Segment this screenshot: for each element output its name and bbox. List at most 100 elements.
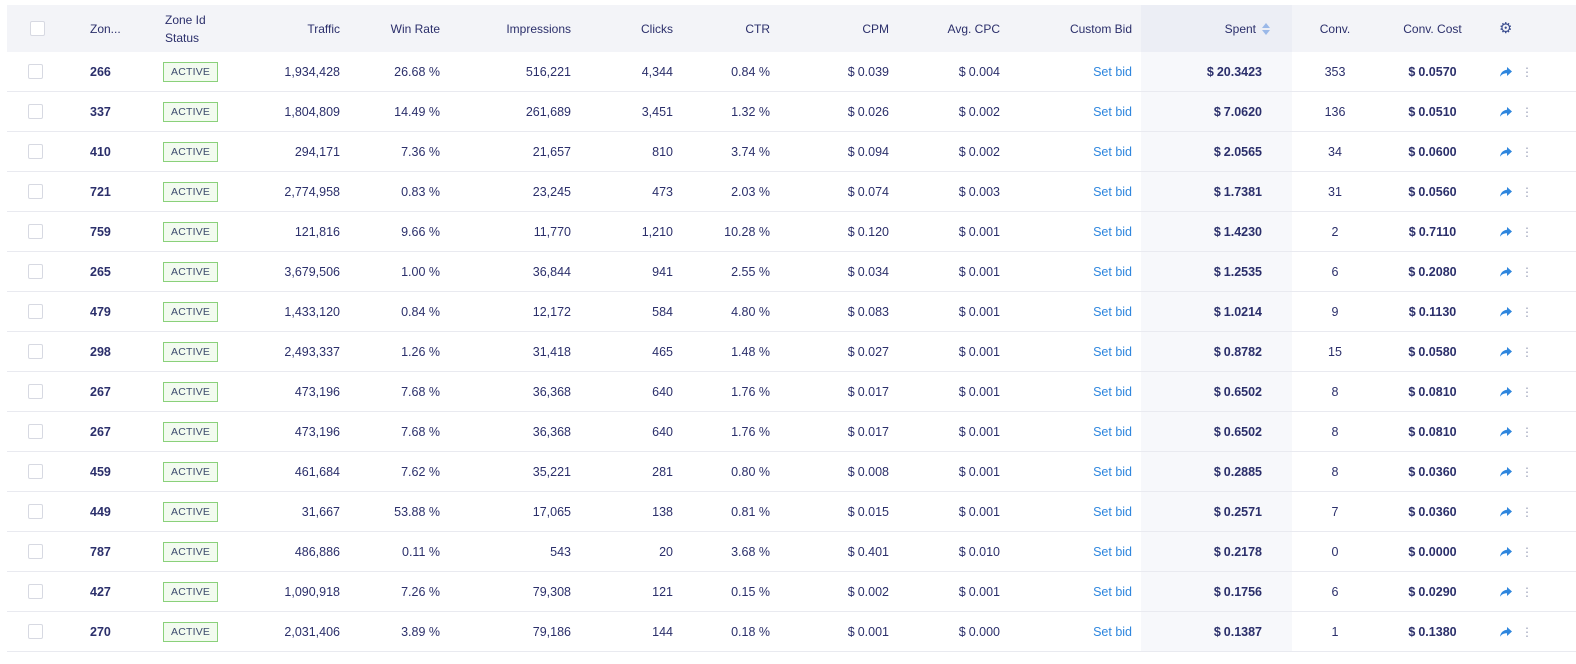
more-options-icon[interactable]: ⋮ — [1521, 504, 1533, 519]
more-options-icon[interactable]: ⋮ — [1521, 464, 1533, 479]
more-options-icon[interactable]: ⋮ — [1521, 304, 1533, 319]
zone-id[interactable]: 266 — [65, 52, 147, 92]
row-select-cell[interactable] — [7, 371, 65, 412]
row-checkbox[interactable] — [28, 624, 43, 640]
more-options-icon[interactable]: ⋮ — [1521, 344, 1533, 359]
header-traffic[interactable]: Traffic — [227, 5, 349, 52]
row-checkbox[interactable] — [28, 144, 43, 160]
set-bid-link[interactable]: Set bid — [1093, 544, 1132, 559]
row-checkbox[interactable] — [28, 504, 43, 520]
header-conv[interactable]: Conv. — [1292, 5, 1378, 52]
set-bid-link[interactable]: Set bid — [1093, 224, 1132, 239]
zone-id[interactable]: 759 — [65, 211, 147, 252]
row-select-cell[interactable] — [7, 251, 65, 292]
share-arrow-icon[interactable] — [1499, 186, 1513, 198]
header-select-all[interactable] — [7, 5, 65, 52]
header-conv-cost[interactable]: Conv. Cost — [1378, 5, 1487, 52]
row-checkbox[interactable] — [28, 344, 43, 360]
row-select-cell[interactable] — [7, 291, 65, 332]
share-arrow-icon[interactable] — [1499, 586, 1513, 598]
row-checkbox[interactable] — [28, 584, 43, 600]
zone-id[interactable]: 449 — [65, 491, 147, 532]
header-win-rate[interactable]: Win Rate — [349, 5, 449, 52]
set-bid-link[interactable]: Set bid — [1093, 144, 1132, 159]
share-arrow-icon[interactable] — [1499, 506, 1513, 518]
header-cpm[interactable]: CPM — [779, 5, 898, 52]
row-select-cell[interactable] — [7, 451, 65, 492]
more-options-icon[interactable]: ⋮ — [1521, 224, 1533, 239]
more-options-icon[interactable]: ⋮ — [1521, 584, 1533, 599]
set-bid-link[interactable]: Set bid — [1093, 304, 1132, 319]
row-select-cell[interactable] — [7, 531, 65, 572]
set-bid-link[interactable]: Set bid — [1093, 624, 1132, 639]
header-clicks[interactable]: Clicks — [580, 5, 682, 52]
set-bid-link[interactable]: Set bid — [1093, 504, 1132, 519]
zone-id[interactable]: 427 — [65, 571, 147, 612]
sort-icon[interactable] — [1262, 23, 1270, 36]
row-checkbox[interactable] — [28, 224, 43, 240]
share-arrow-icon[interactable] — [1499, 66, 1513, 78]
set-bid-link[interactable]: Set bid — [1093, 384, 1132, 399]
row-select-cell[interactable] — [7, 171, 65, 212]
set-bid-link[interactable]: Set bid — [1093, 64, 1132, 79]
share-arrow-icon[interactable] — [1499, 426, 1513, 438]
row-checkbox[interactable] — [28, 104, 43, 120]
zone-id[interactable]: 787 — [65, 531, 147, 572]
header-ctr[interactable]: CTR — [682, 5, 779, 52]
set-bid-link[interactable]: Set bid — [1093, 424, 1132, 439]
zone-id[interactable]: 298 — [65, 331, 147, 372]
share-arrow-icon[interactable] — [1499, 106, 1513, 118]
share-arrow-icon[interactable] — [1499, 626, 1513, 638]
header-settings[interactable]: ⚙ — [1487, 5, 1576, 52]
row-checkbox[interactable] — [28, 544, 43, 560]
share-arrow-icon[interactable] — [1499, 146, 1513, 158]
row-checkbox[interactable] — [28, 424, 43, 440]
zone-id[interactable]: 459 — [65, 451, 147, 492]
set-bid-link[interactable]: Set bid — [1093, 464, 1132, 479]
share-arrow-icon[interactable] — [1499, 266, 1513, 278]
share-arrow-icon[interactable] — [1499, 386, 1513, 398]
zone-id[interactable]: 337 — [65, 91, 147, 132]
row-checkbox[interactable] — [28, 264, 43, 280]
zone-id[interactable]: 721 — [65, 171, 147, 212]
share-arrow-icon[interactable] — [1499, 466, 1513, 478]
row-select-cell[interactable] — [7, 491, 65, 532]
row-select-cell[interactable] — [7, 571, 65, 612]
more-options-icon[interactable]: ⋮ — [1521, 104, 1533, 119]
more-options-icon[interactable]: ⋮ — [1521, 384, 1533, 399]
more-options-icon[interactable]: ⋮ — [1521, 544, 1533, 559]
set-bid-link[interactable]: Set bid — [1093, 104, 1132, 119]
share-arrow-icon[interactable] — [1499, 306, 1513, 318]
more-options-icon[interactable]: ⋮ — [1521, 264, 1533, 279]
header-avg-cpc[interactable]: Avg. CPC — [898, 5, 1009, 52]
header-spent[interactable]: Spent — [1141, 5, 1292, 52]
more-options-icon[interactable]: ⋮ — [1521, 144, 1533, 159]
zone-id[interactable]: 270 — [65, 611, 147, 652]
row-select-cell[interactable] — [7, 211, 65, 252]
share-arrow-icon[interactable] — [1499, 226, 1513, 238]
row-checkbox[interactable] — [28, 64, 43, 80]
more-options-icon[interactable]: ⋮ — [1521, 184, 1533, 199]
zone-id[interactable]: 267 — [65, 411, 147, 452]
row-checkbox[interactable] — [28, 464, 43, 480]
row-select-cell[interactable] — [7, 52, 65, 92]
header-zone[interactable]: Zon... — [65, 5, 147, 52]
row-checkbox[interactable] — [28, 184, 43, 200]
zone-id[interactable]: 265 — [65, 251, 147, 292]
more-options-icon[interactable]: ⋮ — [1521, 64, 1533, 79]
header-zone-status[interactable]: Zone Id Status — [147, 5, 227, 52]
share-arrow-icon[interactable] — [1499, 346, 1513, 358]
zone-id[interactable]: 410 — [65, 131, 147, 172]
zone-id[interactable]: 479 — [65, 291, 147, 332]
header-custom-bid[interactable]: Custom Bid — [1009, 5, 1141, 52]
set-bid-link[interactable]: Set bid — [1093, 264, 1132, 279]
more-options-icon[interactable]: ⋮ — [1521, 424, 1533, 439]
set-bid-link[interactable]: Set bid — [1093, 344, 1132, 359]
share-arrow-icon[interactable] — [1499, 546, 1513, 558]
select-all-checkbox[interactable] — [30, 21, 45, 37]
set-bid-link[interactable]: Set bid — [1093, 584, 1132, 599]
set-bid-link[interactable]: Set bid — [1093, 184, 1132, 199]
row-checkbox[interactable] — [28, 304, 43, 320]
row-select-cell[interactable] — [7, 91, 65, 132]
row-select-cell[interactable] — [7, 611, 65, 652]
